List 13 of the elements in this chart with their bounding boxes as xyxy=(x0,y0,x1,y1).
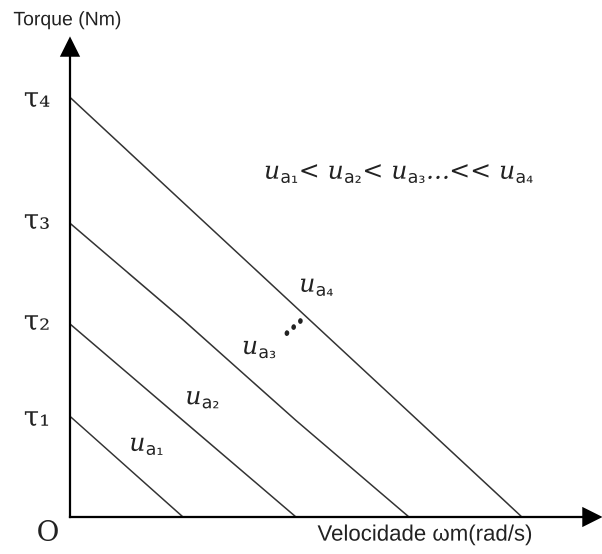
text: τ₁ xyxy=(24,411,48,426)
annotation: u$_{a₁}$< u$_{a₂}$< u$_{a₃}$...<< u$_{a₄}$ xyxy=(266,164,533,184)
x-axis-title: Velocidade ωm(rad/s) xyxy=(318,524,532,546)
text: τ₃ xyxy=(24,214,49,229)
series-label: u$_{a₃}$ xyxy=(244,340,276,358)
text: O xyxy=(38,520,58,542)
series-label: u$_{a₄}$ xyxy=(300,278,333,296)
annotation: … xyxy=(283,317,304,337)
text: τ₂ xyxy=(24,315,48,330)
text: τ₄ xyxy=(24,92,50,107)
series-label: u$_{a₂}$ xyxy=(187,391,218,408)
y-axis-title: Torque (Nm) xyxy=(14,11,120,30)
series-label: u$_{a₁}$ xyxy=(131,438,162,456)
